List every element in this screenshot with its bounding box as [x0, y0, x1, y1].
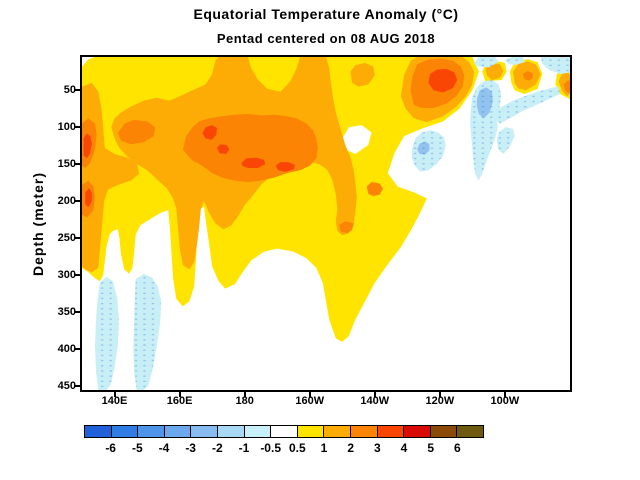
colorbar-tick-label: 1	[320, 441, 328, 455]
contour-region-cool-arm-east	[495, 86, 561, 124]
contour-region-deep-orange-177w	[241, 157, 266, 168]
contour-region-gold-105w	[485, 62, 504, 80]
colorbar-cell	[84, 425, 112, 438]
y-tick-label: 250	[57, 232, 76, 245]
colorbar-tick-label: -2	[211, 441, 223, 455]
colorbar-cell	[137, 425, 165, 438]
colorbar-tick-label: -3	[185, 441, 196, 455]
colorbar-cell	[323, 425, 351, 438]
colorbar-tick-label: 6	[453, 441, 461, 455]
contour-region-deep-orange-168w	[275, 162, 296, 172]
contour-region-white-hole-145w	[342, 125, 372, 154]
colorbar-cell	[296, 425, 325, 438]
y-tick-label: 100	[57, 121, 76, 134]
contour-region-orange-arm-tip	[339, 221, 354, 234]
colorbar-cell	[190, 425, 218, 438]
y-tick-label: 300	[57, 269, 76, 282]
contour-region-orange-east-edge	[563, 79, 570, 94]
contour-region-orange-92w-spot	[522, 71, 533, 81]
colorbar-tick-label: -1	[238, 441, 250, 455]
x-tick-mark	[178, 392, 181, 397]
colorbar-cell	[110, 425, 139, 438]
y-tick-label: 400	[57, 343, 76, 356]
colorbar-tick-label: 4	[400, 441, 408, 455]
colorbar-tick-label: -4	[158, 441, 170, 455]
x-tick-mark	[503, 392, 506, 397]
x-tick-label: 140E	[101, 395, 128, 407]
contour-region-orange-140w-spot	[366, 182, 383, 197]
y-tick-mark	[75, 274, 80, 277]
colorbar-cell	[456, 425, 484, 438]
colorbar-cell	[270, 425, 298, 438]
colorbar	[84, 425, 484, 438]
x-tick-label: 160W	[295, 395, 325, 407]
contour-plot	[82, 57, 570, 390]
y-tick-label: 150	[57, 158, 76, 171]
colorbar-cell	[376, 425, 405, 438]
contour-region-cool-tail-99w	[496, 127, 515, 154]
y-tick-mark	[75, 89, 80, 92]
contour-region-cool-surface-97w	[504, 57, 525, 66]
colorbar-tick-label: 5	[427, 441, 434, 455]
y-axis-title: Depth (meter)	[30, 171, 46, 276]
y-tick-mark	[75, 311, 80, 314]
x-tick-label: 140W	[360, 395, 390, 407]
contour-region-deep-orange-118w	[428, 68, 458, 93]
y-tick-mark	[75, 126, 80, 129]
colorbar-tick-label: 0.5	[288, 441, 306, 455]
x-tick-label: 180	[235, 395, 254, 407]
colorbar-cell	[403, 425, 431, 438]
colorbar-cell	[216, 425, 245, 438]
contour-region-cool-core-106w	[476, 87, 493, 119]
y-tick-mark	[75, 237, 80, 240]
contour-region-deep-orange-173e	[217, 144, 230, 154]
contour-region-cool-deep-149e	[133, 273, 162, 390]
contour-region-cool-core-126w	[417, 141, 430, 155]
contour-region-orange-146e	[117, 119, 156, 145]
x-tick-mark	[438, 392, 441, 397]
colorbar-tick-label: 2	[347, 441, 354, 455]
y-tick-mark	[75, 200, 80, 203]
page-title: Equatorial Temperature Anomaly (°C)	[193, 6, 459, 22]
contour-region-deep-orange-169e	[202, 125, 218, 140]
colorbar-cell	[349, 425, 378, 438]
colorbar-tick-label: -0.5	[260, 441, 281, 455]
y-tick-mark	[75, 348, 80, 351]
colorbar-cell	[243, 425, 272, 438]
contour-region-deep-orange-131e-upper	[83, 133, 92, 159]
colorbar-tick-label: -5	[131, 441, 143, 455]
contour-region-cool-deep-137e	[95, 276, 119, 390]
y-tick-label: 450	[57, 380, 76, 393]
x-tick-mark	[308, 392, 311, 397]
y-tick-label: 350	[57, 306, 76, 319]
x-tick-label: 160E	[166, 395, 193, 407]
y-tick-mark	[75, 163, 80, 166]
contour-region-cool-surface-105w	[474, 57, 499, 68]
colorbar-cell	[163, 425, 192, 438]
page-subtitle: Pentad centered on 08 AUG 2018	[216, 31, 436, 46]
x-tick-mark	[373, 392, 376, 397]
contour-region-cool-corner-82w	[540, 57, 570, 75]
colorbar-tick-label: 3	[373, 441, 381, 455]
y-tick-label: 200	[57, 195, 76, 208]
contour-region-gold-143w-surface	[350, 62, 375, 87]
y-tick-label: 50	[63, 84, 76, 97]
colorbar-cell	[429, 425, 458, 438]
y-tick-mark	[75, 385, 80, 388]
x-tick-mark	[243, 392, 246, 397]
contour-region-deep-orange-131e-lower	[85, 187, 92, 208]
x-tick-mark	[113, 392, 116, 397]
x-tick-label: 100W	[490, 395, 520, 407]
x-tick-label: 120W	[425, 395, 455, 407]
plot-frame	[80, 55, 572, 392]
contour-region-gold-west-boundary	[82, 82, 139, 273]
colorbar-tick-label: -6	[105, 441, 116, 455]
